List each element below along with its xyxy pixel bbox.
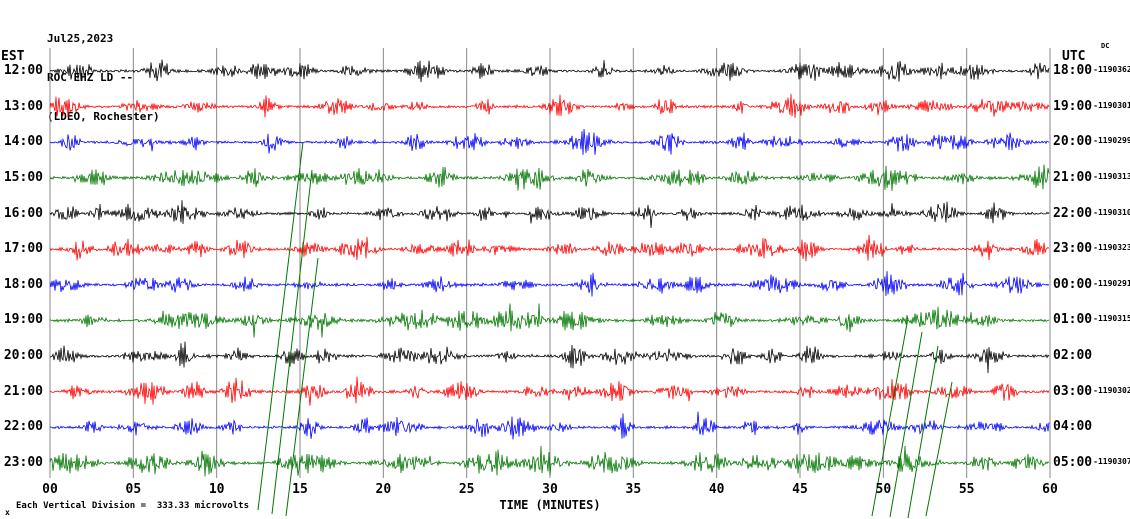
utc-time: 20:00 [1053,134,1093,150]
trace-id: -1190299 [1093,136,1130,146]
trace-id: -1190301 [1093,100,1130,110]
utc-time: 03:00 [1053,383,1093,399]
utc-time-label: 18:00-1190362 [1053,63,1130,79]
utc-time-label: 20:00-1190299 [1053,134,1130,150]
utc-time-label: 22:00-1190310 [1053,206,1130,222]
x-tick-label: 00 [42,482,58,497]
offscale-event-line [907,345,939,519]
corner-glyph: x [5,508,10,517]
est-time-label: 17:00 [3,241,43,257]
x-axis-title: TIME (MINUTES) [499,498,601,512]
scale-note: Each Vertical Division = 333.33 microvol… [16,501,249,511]
utc-time: 02:00 [1053,348,1093,364]
x-tick-label: 20 [375,482,392,497]
utc-time: 19:00 [1053,98,1093,114]
utc-time-label: 02:00 [1053,348,1093,364]
est-time-label: 20:00 [3,348,43,364]
seismogram-trace-16:00 [49,200,1050,229]
est-time-label: 14:00 [3,134,43,150]
seismogram-trace-19:00 [49,303,1050,338]
x-tick-label: 35 [625,482,642,497]
utc-time-label: 05:00-1190307 [1053,455,1130,471]
x-tick-label: 25 [458,482,475,497]
est-time-label: 19:00 [3,312,43,328]
trace-id: -1190315 [1093,314,1130,324]
offscale-event-line [257,141,304,511]
trace-id: -1190302 [1093,385,1130,395]
seismogram-trace-15:00 [49,164,1050,191]
x-tick-label: 05 [125,482,142,497]
seismogram-trace-20:00 [49,341,1050,374]
est-time-label: 22:00 [3,419,43,435]
utc-time-label: 00:00-1190291 [1053,277,1130,293]
utc-time-label: 04:00 [1053,419,1093,435]
utc-time: 04:00 [1053,419,1093,435]
offscale-event-line [925,381,953,517]
x-tick-label: 60 [1042,482,1058,497]
utc-time-label: 21:00-1190313 [1053,170,1130,186]
est-time-labels: 12:00 13:00 14:00 15:00 16:00 17:00 18:00 19:00… [0,0,46,519]
trace-id: -1190310 [1093,207,1130,217]
x-tick-label: 40 [708,482,725,497]
utc-time: 23:00 [1053,241,1093,257]
offscale-event-line [285,257,319,517]
trace-id: -1190307 [1093,456,1130,466]
utc-time: 00:00 [1053,276,1093,292]
est-time-label: 15:00 [3,169,43,185]
utc-time-label: 19:00-1190301 [1053,99,1130,115]
seismogram-trace-22:00 [49,411,1050,440]
right-axis-label: UTC [1062,49,1086,64]
est-time-label: 16:00 [3,205,43,221]
est-time-label: 23:00 [3,454,43,470]
x-tick-label: 50 [875,482,892,497]
utc-time: 05:00 [1053,454,1093,470]
x-tick-label: 30 [542,482,558,497]
utc-time: 21:00 [1053,169,1093,185]
utc-time: 22:00 [1053,205,1093,221]
seismogram-trace-12:00 [49,59,1050,83]
utc-time: 01:00 [1053,312,1093,328]
trace-id: -1190323 [1093,243,1130,253]
seismogram-trace-14:00 [49,128,1050,155]
utc-time-label: 23:00-1190323 [1053,241,1130,257]
x-tick-label: 15 [292,482,308,497]
seismogram-trace-18:00 [49,271,1050,297]
est-time-label: 21:00 [3,383,43,399]
est-time-label: 18:00 [3,276,43,292]
seismogram-trace-21:00 [49,376,1050,406]
utc-time: 18:00 [1053,63,1093,78]
offscale-event-line [889,331,923,518]
est-time-label: 12:00 [3,63,43,78]
utc-time-labels: 18:00-1190362 19:00-1190301 20:00-1190299 2… [1053,0,1130,519]
trace-id: -1190291 [1093,278,1130,288]
utc-time-label: 01:00-1190315 [1053,312,1130,328]
offscale-event-line [271,169,313,515]
x-tick-label: 45 [792,482,808,497]
seismogram-trace-17:00 [49,234,1050,262]
seismogram-trace-13:00 [49,93,1050,118]
header-date: Jul25,2023 [47,32,114,45]
x-axis-ticks: 00 05 10 15 20 25 30 35 40 45 50 55 60 [0,482,1130,498]
utc-time-label: 03:00-1190302 [1053,384,1130,400]
header: Jul25,2023 ROC EHZ LD -- (LDEO, Rocheste… [47,6,160,149]
x-tick-label: 10 [208,482,225,497]
trace-id: -1190313 [1093,171,1130,181]
trace-id: -1190362 [1093,65,1130,74]
est-time-label: 13:00 [3,98,43,114]
offscale-event-line [871,317,909,517]
dc-label: DC [1101,42,1110,50]
left-axis-label: EST [1,49,25,64]
seismogram-trace-23:00 [49,445,1050,477]
x-tick-label: 55 [958,482,975,497]
